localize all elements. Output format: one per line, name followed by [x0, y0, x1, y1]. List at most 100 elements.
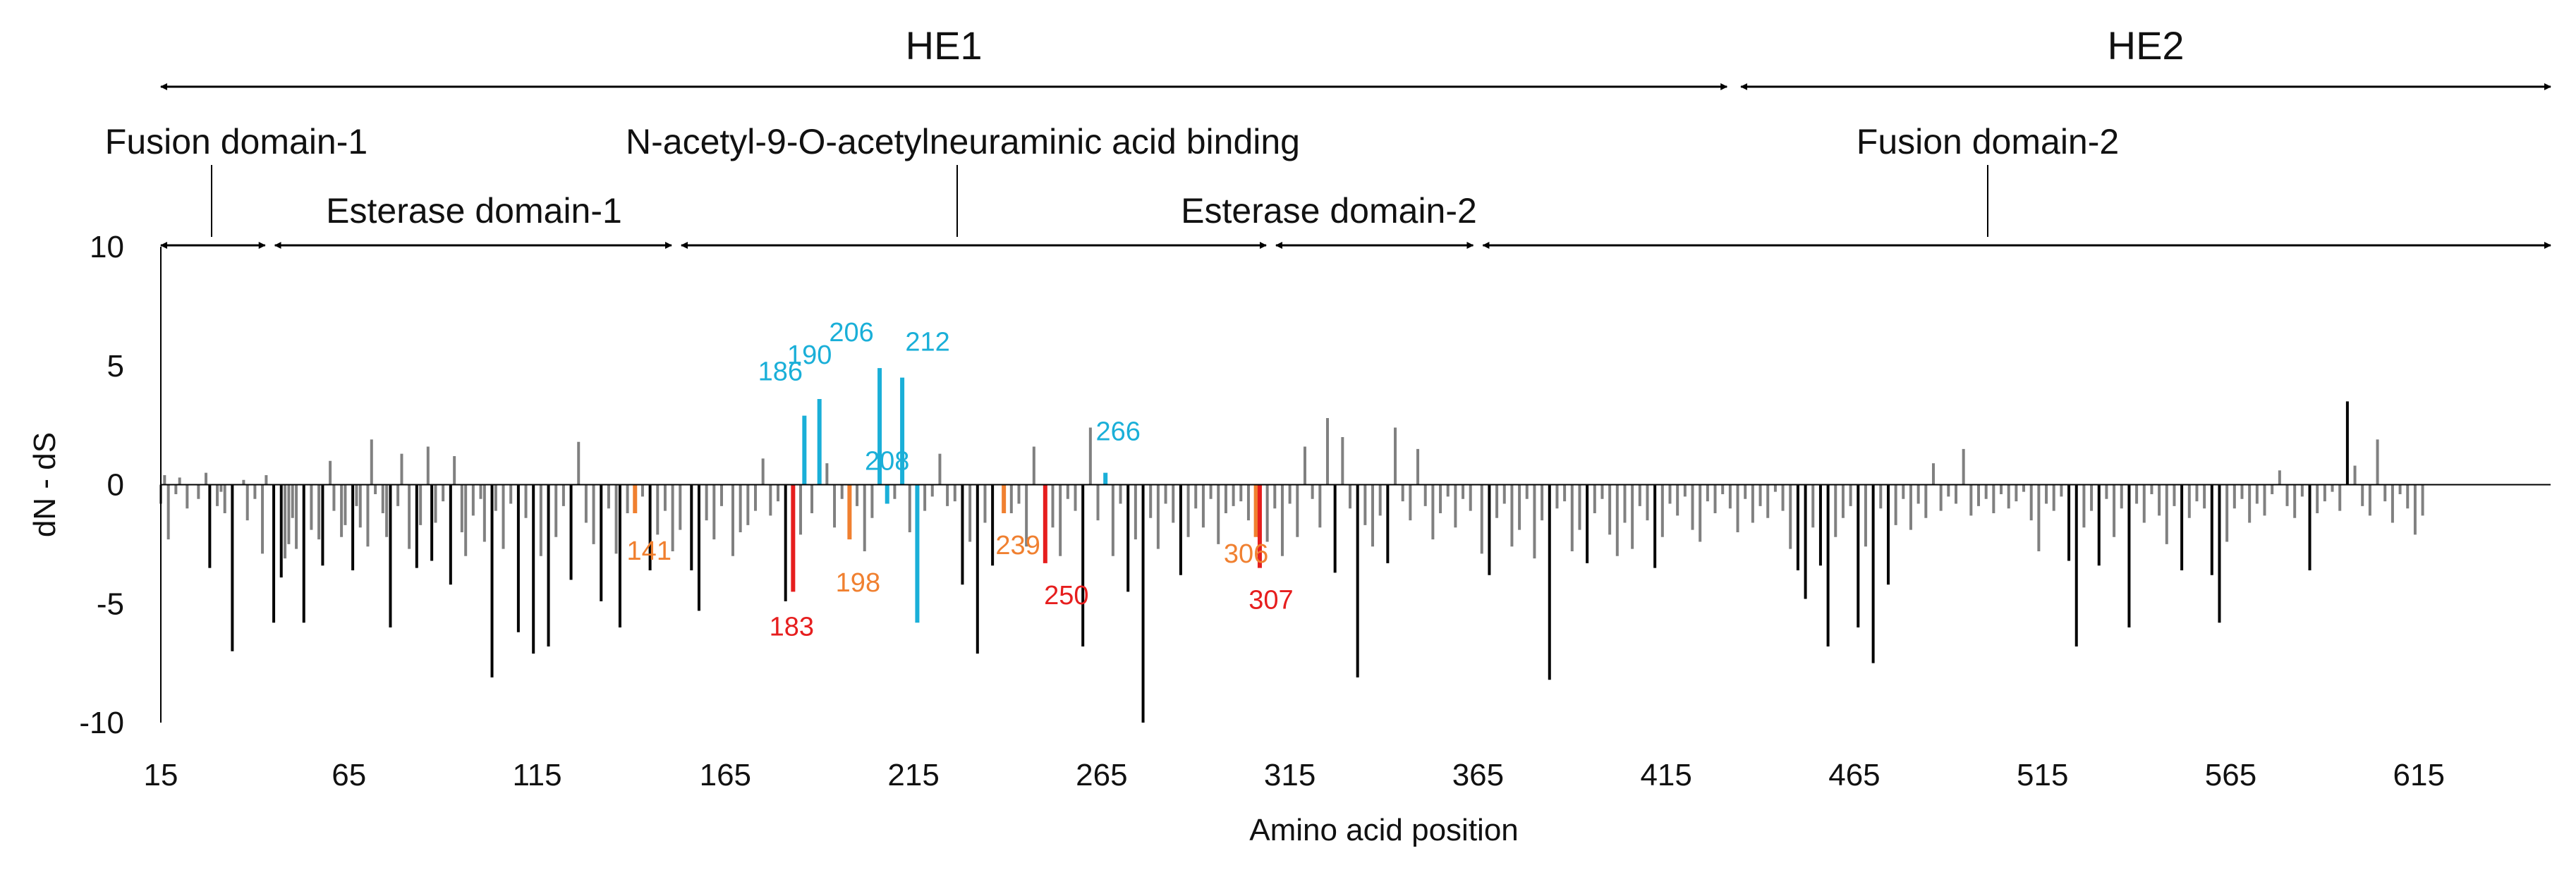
bar [1480, 484, 1483, 554]
bar [1386, 484, 1390, 563]
y-tick-label: 0 [107, 468, 124, 503]
bar [1818, 484, 1822, 566]
site-label-208: 208 [865, 447, 909, 477]
bar [1518, 484, 1521, 530]
bar [1439, 484, 1442, 513]
bar [205, 472, 208, 485]
bar [2218, 484, 2221, 623]
bar [1401, 484, 1404, 502]
bar [1631, 484, 1634, 549]
y-tick-label: 10 [90, 230, 124, 264]
site-bar-206 [877, 368, 882, 485]
bar [2316, 484, 2319, 513]
bar [938, 453, 942, 485]
x-tick-label: 515 [2017, 758, 2068, 792]
bar [1728, 484, 1732, 509]
bar [1834, 484, 1837, 537]
bar [2187, 484, 2191, 518]
bar [272, 484, 276, 623]
bar [532, 484, 535, 654]
bar [923, 484, 927, 511]
bar [434, 484, 437, 523]
bar [1864, 484, 1867, 547]
bar [1563, 484, 1567, 502]
bar [1246, 484, 1250, 521]
bar [930, 484, 934, 497]
bar [2142, 484, 2146, 523]
bar [976, 484, 979, 654]
bar [2203, 484, 2206, 509]
domain-label: Esterase domain-2 [1181, 191, 1477, 231]
bar [863, 484, 866, 551]
bar [366, 484, 370, 547]
bar [460, 484, 463, 532]
bar [2173, 484, 2176, 506]
bar [1977, 484, 1981, 506]
bar [1541, 484, 1544, 521]
bar [1857, 484, 1860, 627]
site-bar-190 [817, 399, 822, 485]
y-tick-label: 5 [107, 349, 124, 384]
bar [174, 484, 178, 494]
bar [2007, 484, 2010, 509]
bar [216, 484, 219, 506]
bar [2225, 484, 2229, 542]
bar [2353, 465, 2357, 485]
bar [1608, 484, 1612, 535]
bar [569, 484, 573, 580]
site-label-183: 183 [770, 612, 814, 642]
bar [2120, 484, 2123, 509]
y-tick-label: -5 [97, 587, 124, 621]
bar [1194, 484, 1198, 509]
bar [1141, 484, 1145, 723]
bar [2022, 484, 2026, 492]
bar [663, 484, 667, 511]
bar [1849, 484, 1852, 506]
bar [2398, 484, 2402, 494]
bar [1088, 427, 1092, 485]
bar [810, 484, 814, 513]
site-label-190: 190 [787, 341, 832, 370]
bar [1578, 484, 1581, 530]
bar [1348, 484, 1351, 509]
bar [242, 479, 245, 485]
bar [1623, 484, 1627, 523]
bar [1653, 484, 1657, 568]
bar [1156, 484, 1160, 549]
bar [1265, 484, 1269, 542]
bar [430, 484, 434, 561]
bar [1009, 484, 1013, 513]
bar [291, 484, 294, 518]
bar [1955, 484, 1958, 504]
bar [1051, 484, 1055, 528]
bar [482, 484, 486, 542]
x-axis-title: Amino acid position [1249, 813, 1519, 847]
site-bar-306 [1253, 484, 1258, 537]
bar [1134, 484, 1137, 540]
bar [442, 484, 445, 502]
bar [2060, 484, 2063, 497]
bar [893, 484, 897, 499]
bar [1469, 484, 1472, 511]
bar [1525, 484, 1529, 499]
bar [1773, 484, 1777, 492]
bar [626, 484, 629, 513]
site-bar-212 [900, 377, 905, 485]
bar [166, 484, 170, 540]
bar [2263, 484, 2266, 516]
bar [1341, 437, 1344, 485]
bar [1224, 484, 1227, 513]
bar [265, 475, 268, 485]
bar [1984, 484, 1988, 499]
bar [197, 484, 200, 499]
bar [1593, 484, 1596, 513]
bar [2308, 484, 2311, 570]
bar [2052, 484, 2055, 511]
bar [1676, 484, 1679, 516]
bar [908, 484, 911, 532]
site-label-198: 198 [836, 568, 880, 598]
bar [2074, 484, 2078, 646]
x-tick-label: 215 [887, 758, 939, 792]
bar [1025, 484, 1028, 547]
bar [302, 484, 305, 623]
